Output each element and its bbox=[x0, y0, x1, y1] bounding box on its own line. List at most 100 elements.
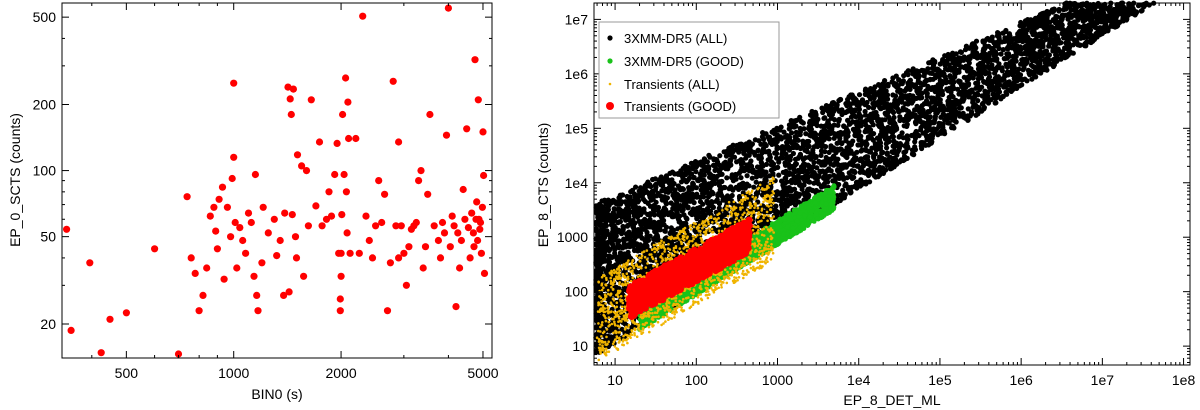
data-point bbox=[352, 134, 360, 143]
data-point bbox=[774, 138, 780, 145]
data-point bbox=[1016, 46, 1022, 52]
data-point bbox=[1073, 37, 1079, 43]
data-point bbox=[1007, 33, 1013, 39]
data-point bbox=[914, 116, 920, 122]
data-point bbox=[843, 134, 850, 140]
data-point bbox=[339, 110, 347, 119]
data-point bbox=[834, 133, 841, 139]
data-point bbox=[596, 209, 602, 215]
data-point bbox=[912, 135, 919, 141]
data-point bbox=[809, 169, 815, 175]
data-point bbox=[950, 94, 956, 100]
data-point bbox=[686, 187, 692, 193]
data-point bbox=[975, 111, 981, 117]
data-point bbox=[852, 107, 859, 113]
data-point bbox=[378, 218, 386, 227]
data-point bbox=[230, 153, 238, 161]
data-point bbox=[389, 77, 397, 85]
data-point bbox=[753, 179, 759, 185]
data-point bbox=[287, 110, 295, 119]
data-point bbox=[705, 167, 711, 174]
data-point bbox=[597, 221, 603, 227]
data-point bbox=[769, 137, 775, 144]
data-point bbox=[601, 228, 607, 234]
data-point bbox=[754, 164, 761, 170]
data-point bbox=[1140, 3, 1147, 9]
data-point bbox=[907, 77, 914, 83]
data-point bbox=[63, 225, 71, 233]
data-point bbox=[605, 197, 611, 203]
data-point bbox=[681, 203, 687, 209]
data-point bbox=[395, 138, 403, 146]
data-point bbox=[1082, 41, 1088, 47]
data-point bbox=[826, 173, 833, 179]
data-point bbox=[397, 222, 405, 230]
data-point bbox=[921, 101, 928, 107]
data-point bbox=[461, 215, 469, 223]
data-point bbox=[1036, 43, 1042, 49]
data-point bbox=[866, 104, 872, 110]
data-point bbox=[890, 92, 896, 98]
data-point bbox=[937, 61, 943, 67]
data-point bbox=[386, 259, 394, 267]
data-point bbox=[601, 222, 608, 228]
data-point bbox=[702, 212, 708, 218]
data-point bbox=[971, 94, 978, 100]
data-point bbox=[1000, 47, 1006, 53]
data-point bbox=[1102, 5, 1108, 11]
data-point bbox=[280, 291, 288, 299]
data-point bbox=[419, 264, 427, 272]
data-point bbox=[897, 141, 903, 147]
data-point bbox=[1002, 81, 1008, 87]
data-point bbox=[813, 154, 819, 160]
data-point bbox=[298, 162, 306, 170]
data-point bbox=[652, 228, 658, 235]
data-point bbox=[671, 191, 677, 197]
data-point bbox=[904, 113, 910, 119]
data-point bbox=[315, 138, 324, 146]
data-point bbox=[839, 140, 845, 147]
data-point bbox=[292, 254, 301, 262]
data-point bbox=[469, 229, 477, 237]
data-point bbox=[809, 117, 815, 123]
data-point bbox=[359, 12, 367, 20]
data-point bbox=[905, 72, 911, 78]
data-point bbox=[849, 175, 855, 181]
data-point bbox=[1040, 43, 1046, 49]
data-point bbox=[638, 185, 644, 191]
data-point bbox=[691, 200, 697, 206]
data-point bbox=[845, 186, 852, 192]
data-point bbox=[381, 190, 389, 198]
data-point bbox=[663, 189, 669, 195]
data-point bbox=[650, 176, 656, 183]
data-point bbox=[871, 153, 877, 159]
data-point bbox=[848, 107, 854, 113]
data-point bbox=[613, 199, 619, 205]
data-point bbox=[602, 197, 608, 203]
data-point bbox=[253, 291, 261, 299]
data-point bbox=[600, 204, 606, 210]
data-point bbox=[606, 246, 612, 252]
y-tick-label: 500 bbox=[33, 9, 57, 25]
data-point bbox=[812, 109, 819, 115]
data-point bbox=[863, 117, 869, 124]
data-point bbox=[230, 79, 238, 87]
data-point bbox=[668, 200, 674, 206]
data-point bbox=[661, 178, 667, 184]
data-point bbox=[979, 52, 985, 58]
data-point bbox=[233, 264, 241, 272]
data-point bbox=[345, 134, 353, 143]
data-point bbox=[1013, 50, 1019, 56]
data-point bbox=[1021, 29, 1027, 35]
data-point bbox=[853, 100, 859, 106]
data-point bbox=[823, 103, 830, 109]
data-point bbox=[862, 108, 868, 115]
data-point bbox=[701, 179, 708, 185]
data-point bbox=[697, 194, 703, 200]
data-point bbox=[1060, 51, 1066, 57]
data-point bbox=[690, 161, 696, 167]
data-point bbox=[405, 243, 413, 251]
data-point bbox=[1069, 25, 1075, 31]
data-point bbox=[890, 143, 896, 149]
data-point bbox=[748, 143, 754, 149]
